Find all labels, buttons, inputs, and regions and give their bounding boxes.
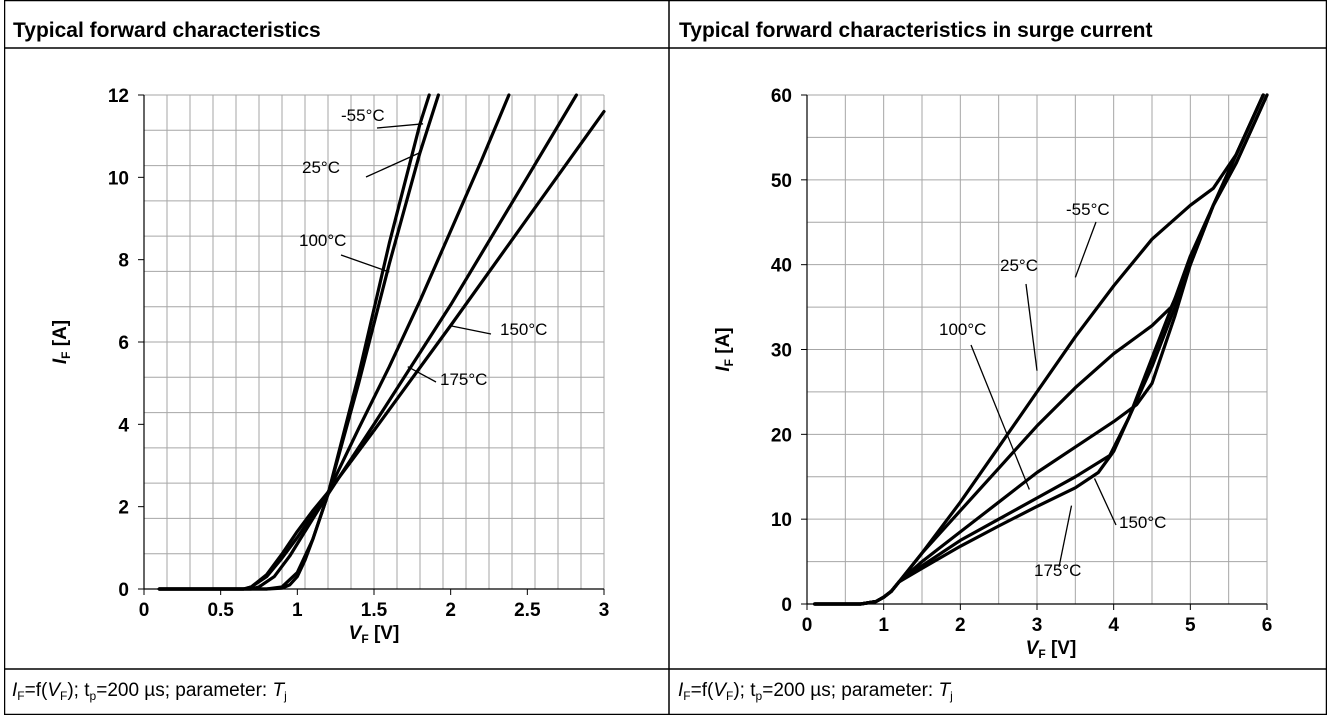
table-lines [4, 0, 1327, 715]
annotation-leader [1074, 221, 1097, 278]
annotation-leader [449, 324, 492, 335]
annotation-leader [1058, 505, 1073, 568]
y-tick-label: 40 [771, 256, 792, 277]
x-tick-label: 1 [878, 615, 889, 636]
y-axis-label: IF [A] [713, 327, 736, 371]
x-tick-label: 1 [292, 600, 303, 621]
annotation-leader [1093, 478, 1117, 526]
x-tick-label: 5 [1185, 615, 1196, 636]
y-tick-label: 50 [771, 171, 792, 192]
annotation-label: 175°C [440, 370, 487, 389]
annotation-leader [970, 344, 1030, 490]
x-tick-label: 3 [599, 600, 610, 621]
x-axis-label: VF [V] [349, 623, 400, 646]
y-axis-label: IF [A] [50, 320, 73, 364]
annotation-label: 100°C [939, 320, 986, 339]
annotation-label: 25°C [302, 158, 340, 177]
panel-title-left: Typical forward characteristics [13, 19, 321, 42]
x-tick-label: 2 [445, 600, 456, 621]
annotation-label: 175°C [1034, 561, 1081, 580]
x-tick-label: 4 [1108, 615, 1119, 636]
x-tick-label: 0 [139, 600, 150, 621]
annotation-label: 150°C [500, 320, 547, 339]
y-tick-label: 4 [118, 415, 129, 436]
annotation-leader [407, 366, 437, 383]
y-tick-label: 2 [118, 498, 129, 519]
annotation-label: -55°C [341, 106, 385, 125]
y-tick-label: 10 [108, 168, 129, 189]
x-tick-label: 2 [955, 615, 966, 636]
x-tick-label: 0.5 [207, 600, 234, 621]
y-tick-label: 6 [118, 333, 129, 354]
y-tick-label: 0 [781, 595, 792, 616]
chart-forward-characteristics: 0 0.5 1 1.5 2 2.5 3 0 2 4 6 8 10 12 VF [V] IF [A] -55°C 2… [50, 86, 610, 646]
y-tick-label: 12 [108, 86, 129, 107]
series-line-2 [157, 93, 440, 591]
y-tick-label: 8 [118, 251, 129, 272]
annotation-leader [1025, 283, 1038, 371]
caption-left: IF=f(VF); tp=200 µs; parameter: Tj [12, 680, 287, 703]
series-line-5 [813, 93, 1269, 606]
x-tick-label: 0 [802, 615, 813, 636]
series-line-5 [157, 109, 606, 591]
x-axis-label: VF [V] [1026, 638, 1077, 661]
caption-right: IF=f(VF); tp=200 µs; parameter: Tj [678, 680, 953, 703]
annotation-label: 25°C [1000, 256, 1038, 275]
annotation-leader [365, 152, 421, 178]
x-tick-label: 6 [1262, 615, 1273, 636]
panel-title-right: Typical forward characteristics in surge… [679, 19, 1153, 42]
annotation-label: -55°C [1066, 200, 1110, 219]
y-tick-label: 30 [771, 341, 792, 362]
annotation-label: 100°C [299, 231, 346, 250]
annotation-leader [376, 123, 424, 129]
x-tick-label: 3 [1032, 615, 1043, 636]
figure-frame: Typical forward characteristics Typical … [4, 0, 1327, 715]
y-tick-label: 20 [771, 425, 792, 446]
x-tick-label: 2.5 [514, 600, 541, 621]
y-tick-label: 60 [771, 86, 792, 107]
y-tick-label: 10 [771, 510, 792, 531]
x-tick-label: 1.5 [361, 600, 388, 621]
annotation-leader [340, 254, 390, 273]
annotation-label: 150°C [1119, 513, 1166, 532]
y-tick-label: 0 [118, 580, 129, 601]
